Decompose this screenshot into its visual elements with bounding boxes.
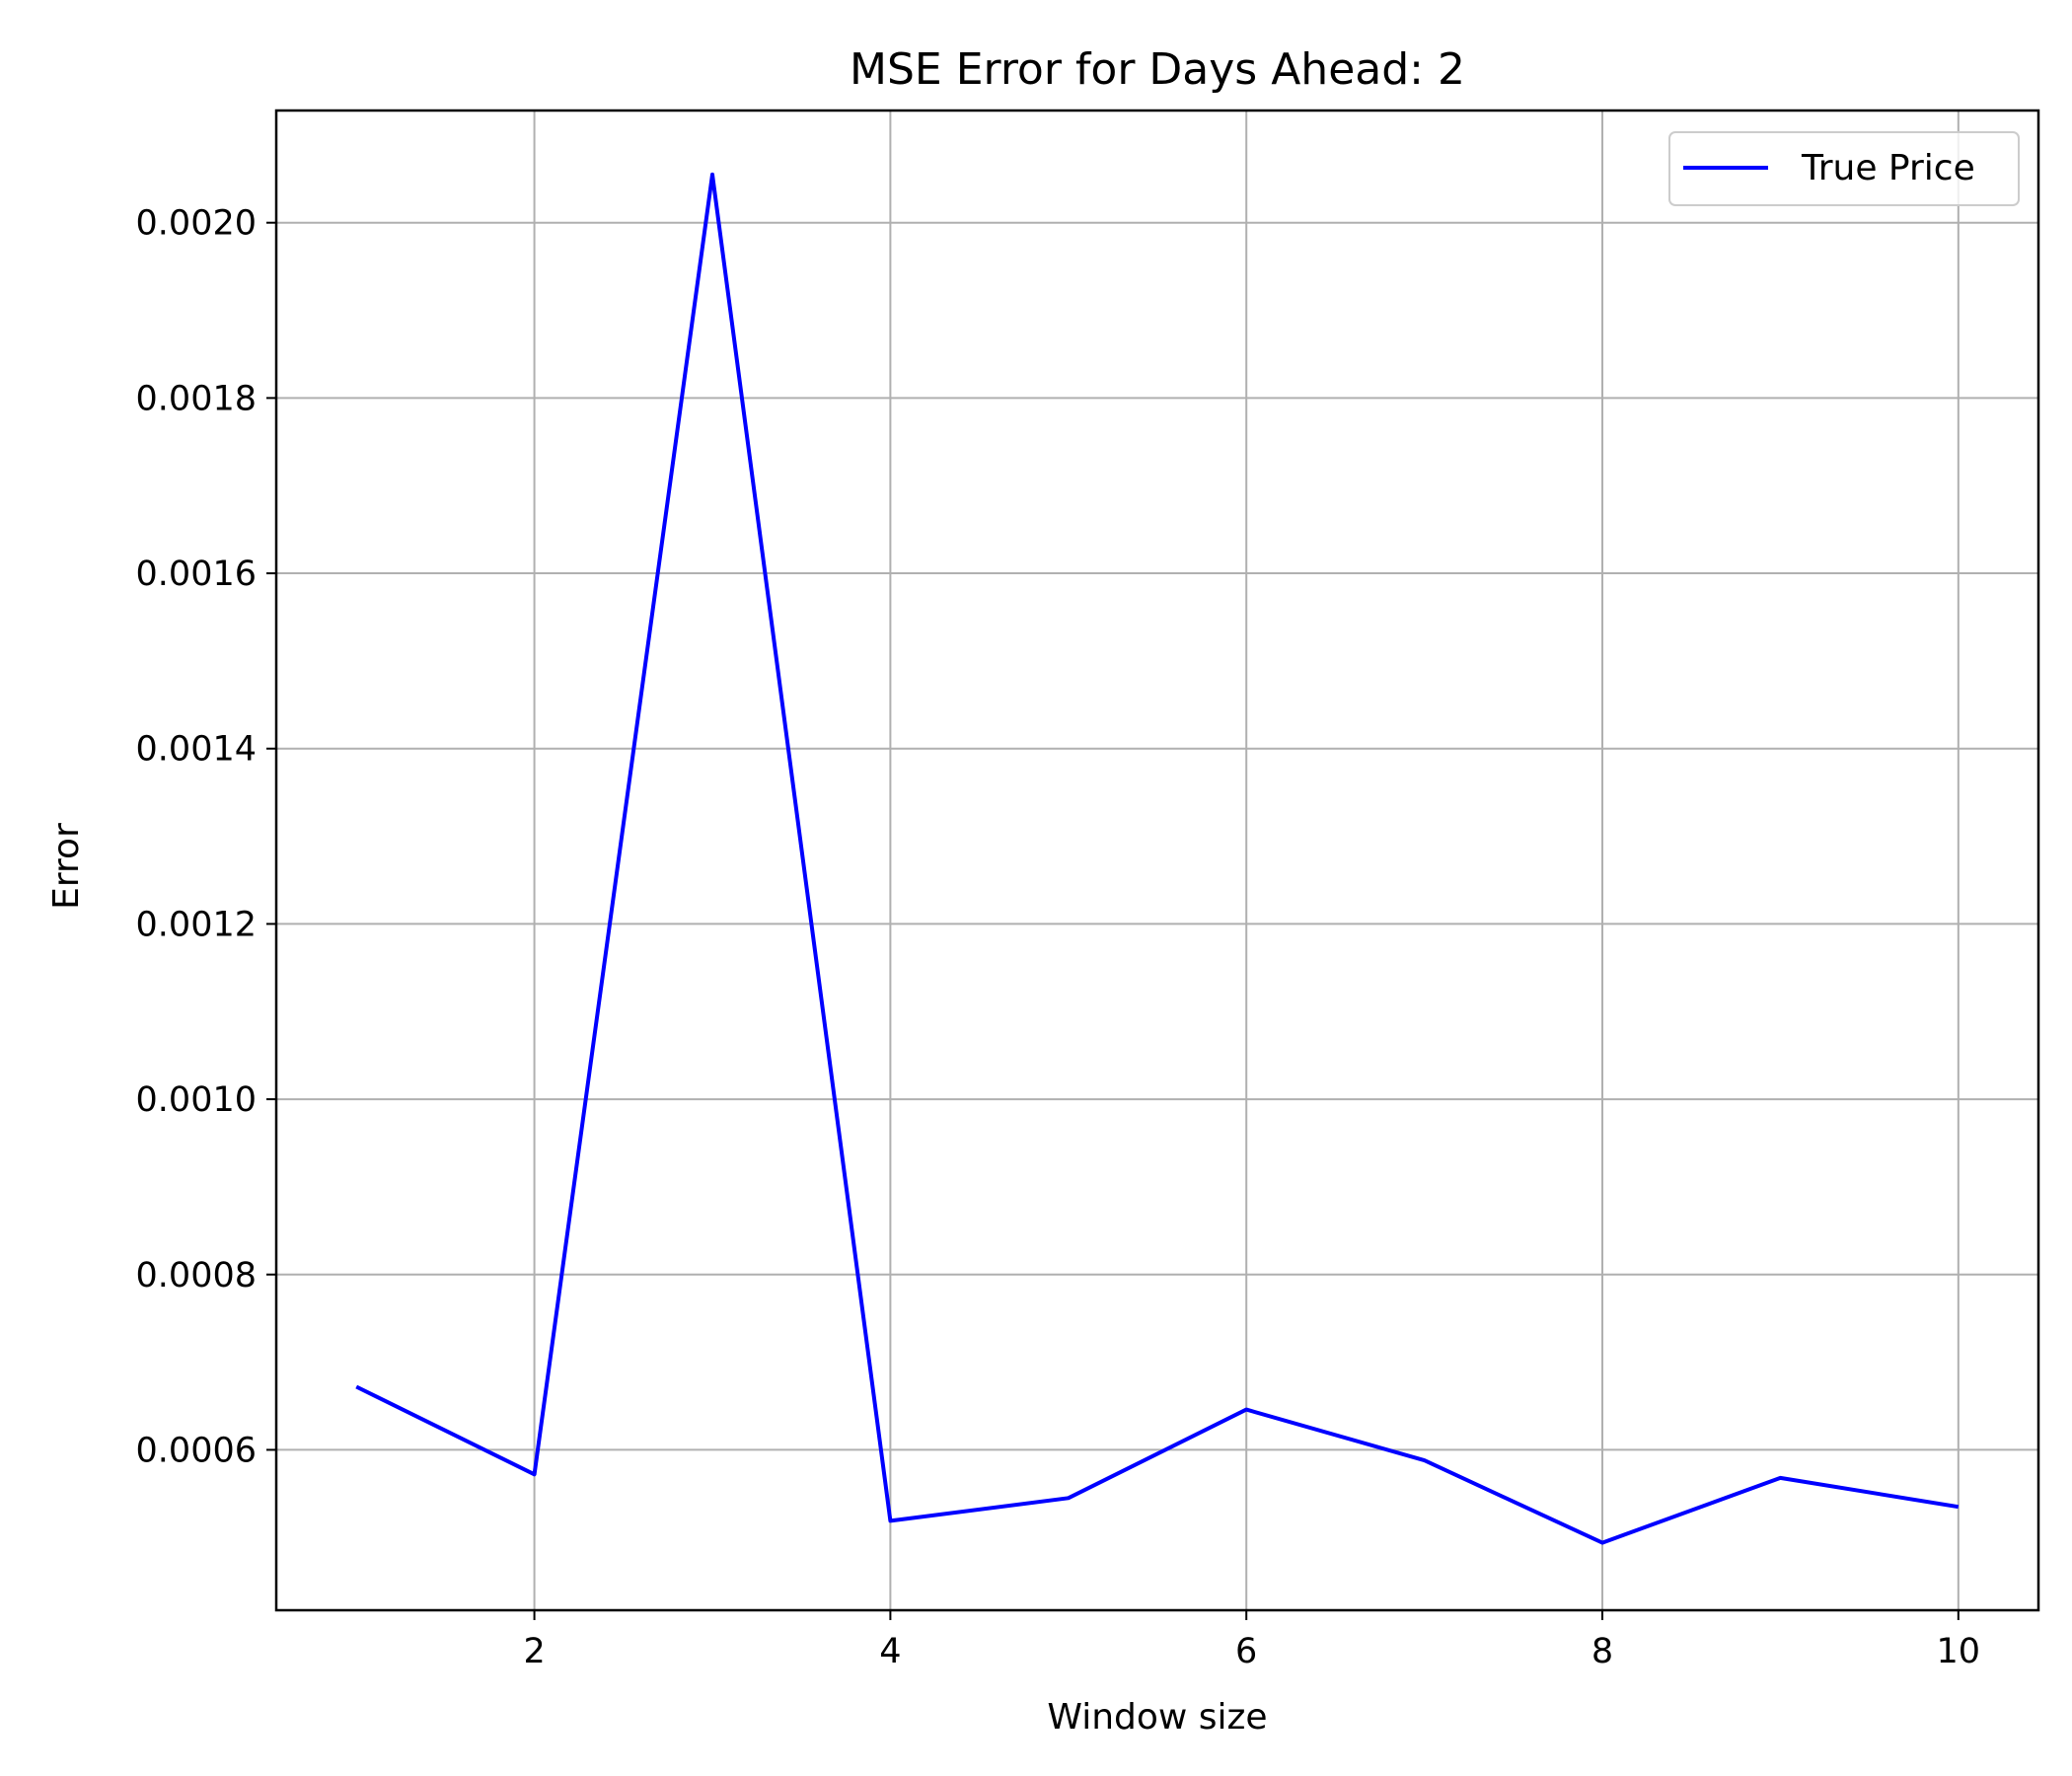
x-tick-label: 8: [1591, 1632, 1613, 1671]
y-tick-label: 0.0020: [136, 204, 257, 244]
plot-frame: [274, 109, 2040, 1612]
y-tick-label: 0.0018: [136, 379, 257, 418]
y-axis-label: Error: [46, 823, 87, 910]
x-tick-label: 2: [523, 1632, 545, 1671]
legend: True Price: [1668, 131, 2020, 206]
x-axis-label: Window size: [1047, 1697, 1267, 1738]
y-tick-label: 0.0012: [136, 905, 257, 944]
y-tick-label: 0.0016: [136, 555, 257, 594]
series-layer: [355, 172, 1960, 1545]
x-tick-label: 6: [1235, 1632, 1257, 1671]
x-tick-label: 4: [879, 1632, 901, 1671]
grid: [276, 111, 2038, 1610]
y-tick-label: 0.0014: [136, 730, 257, 770]
chart-title: MSE Error for Days Ahead: 2: [850, 44, 1465, 95]
y-tick-label: 0.0008: [136, 1256, 257, 1295]
ticks: 2 4 6 8 10 0.0006 0.0008 0.0010 0.0012 0.0014 0.00…: [136, 204, 1981, 1671]
y-tick-label: 0.0006: [136, 1431, 257, 1470]
series-line: [355, 172, 1960, 1545]
legend-label: True Price: [1801, 148, 1975, 188]
x-tick-label: 10: [1937, 1632, 1981, 1671]
y-tick-label: 0.0010: [136, 1080, 257, 1120]
legend-box: [1668, 131, 2020, 206]
